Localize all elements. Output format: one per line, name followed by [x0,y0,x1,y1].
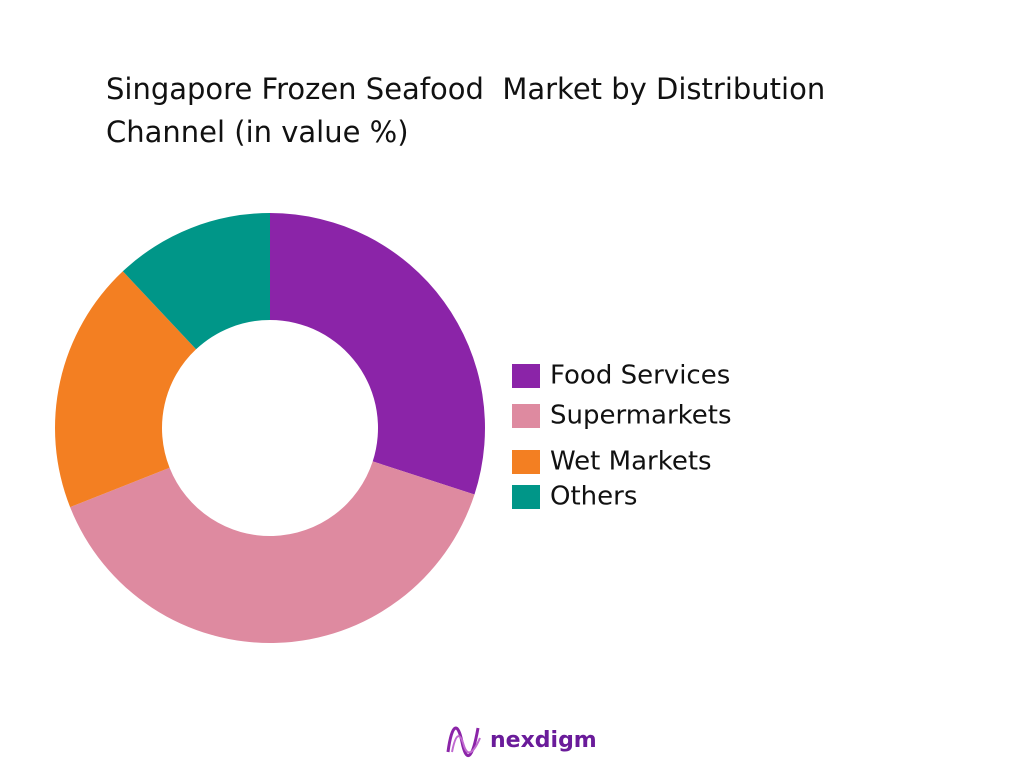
legend-label: Others [550,482,637,512]
chart-title: Singapore Frozen Seafood Market by Distr… [106,72,835,149]
legend-swatch [512,364,540,388]
donut-slice [70,461,475,643]
brand-logo: nexdigm [446,726,597,757]
donut-slice [122,213,270,350]
legend-swatch [512,485,540,509]
brand-name: nexdigm [490,728,597,753]
legend-swatch [512,404,540,428]
legend-label: Food Services [550,361,730,391]
legend-swatch [512,450,540,474]
donut-slice [55,271,197,508]
logo-icon [451,735,481,754]
donut-slice [270,213,485,495]
legend-label: Supermarkets [550,401,732,431]
legend-label: Wet Markets [550,447,712,477]
title-box: Singapore Frozen Seafood Market by Distr… [106,72,835,149]
